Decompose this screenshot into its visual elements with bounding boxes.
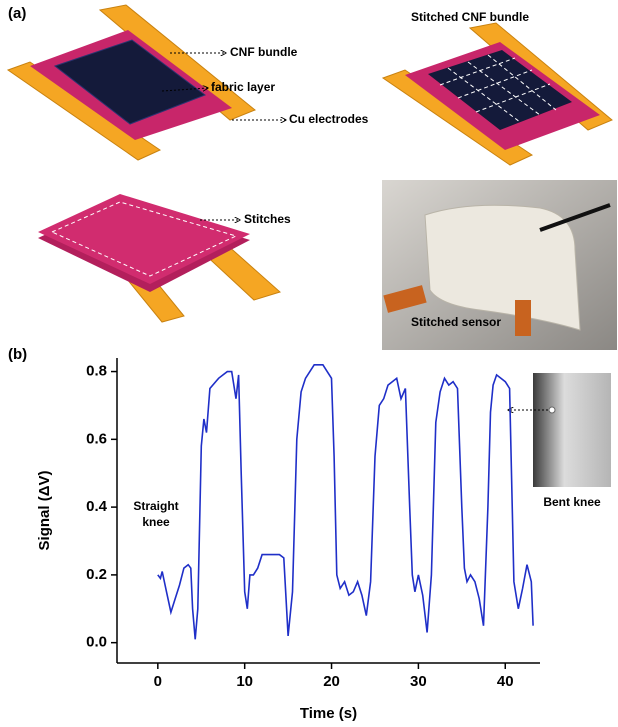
annotation: Bent knee	[530, 494, 614, 510]
y-tick-label: 0.6	[86, 430, 107, 447]
x-tick-label: 0	[154, 673, 162, 690]
chart: 0.0 0.2 0.4 0.6 0.8 0 10 20 30 40 Time (s) Signal (…	[36, 358, 540, 722]
y-tick-label: 0.0	[86, 634, 107, 651]
callout: CNF bundle	[230, 45, 298, 59]
x-tick-label: 40	[497, 673, 514, 690]
callout: Cu electrodes	[289, 112, 369, 126]
x-tick-label: 10	[236, 673, 253, 690]
callout: Stitches	[244, 212, 291, 226]
x-tick-label: 30	[410, 673, 427, 690]
stitched-device-diagram	[383, 23, 612, 165]
signal-line	[158, 365, 533, 640]
x-axis-label: Time (s)	[300, 705, 357, 722]
panel-label: (b)	[8, 346, 27, 363]
figure: (a) CNF bundle fabric layer Cu electrode…	[0, 0, 618, 727]
diagram-title: Stitched CNF bundle	[411, 10, 529, 24]
x-tick-label: 20	[323, 673, 340, 690]
photo-caption: Stitched sensor	[411, 315, 501, 329]
annotation: Straight knee	[128, 498, 184, 530]
knee-photo	[533, 373, 611, 487]
panel-label: (a)	[8, 5, 26, 22]
y-tick-label: 0.2	[86, 566, 107, 583]
y-tick-label: 0.8	[86, 363, 107, 380]
figure-canvas: (a) CNF bundle fabric layer Cu electrode…	[0, 0, 618, 727]
y-axis-label: Signal (ΔV)	[36, 471, 53, 551]
y-tick-label: 0.4	[86, 498, 108, 515]
callout: fabric layer	[211, 80, 275, 94]
